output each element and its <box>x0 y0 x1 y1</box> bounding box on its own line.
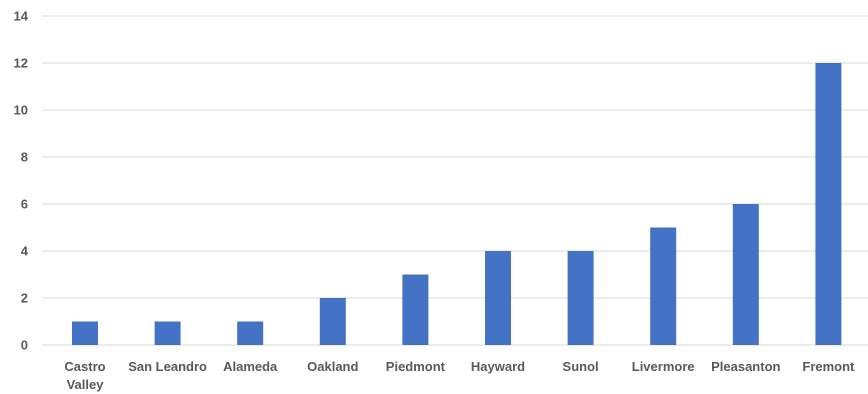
y-tick-label: 4 <box>21 244 29 259</box>
bar-fremont <box>815 63 842 345</box>
bar-oakland <box>319 298 346 345</box>
gridlines <box>42 15 868 346</box>
y-tick-label: 10 <box>14 103 28 118</box>
x-category-label: Piedmont <box>386 359 446 374</box>
x-category-label-line: Pleasanton <box>711 359 780 374</box>
y-tick-label: 2 <box>21 291 28 306</box>
bars <box>72 63 842 345</box>
x-category-label-line: Oakland <box>307 359 358 374</box>
x-category-label: Castro Valley <box>64 359 105 392</box>
y-tick-label: 6 <box>21 197 28 212</box>
x-category-label-line: San Leandro <box>128 359 207 374</box>
y-tick-label: 8 <box>21 150 28 165</box>
bar-livermore <box>650 227 677 345</box>
x-category-label: Oakland <box>307 359 358 374</box>
x-category-label-line: Piedmont <box>386 359 446 374</box>
x-category-label-line: Valley <box>67 377 105 392</box>
x-category-label-line: Livermore <box>632 359 695 374</box>
x-category-label-line: Fremont <box>802 359 855 374</box>
bar-hayward <box>485 251 511 345</box>
x-category-label: Pleasanton <box>711 359 780 374</box>
y-axis-tick-labels: 0 2 4 6 8 10 12 14 <box>14 9 29 353</box>
x-category-label-line: Sunol <box>563 359 599 374</box>
x-category-label-line: Alameda <box>223 359 278 374</box>
x-category-label: Alameda <box>223 359 278 374</box>
bar-castro-valley <box>72 321 98 345</box>
y-tick-label: 14 <box>14 9 29 24</box>
x-category-label: San Leandro <box>128 359 207 374</box>
bar-sunol <box>567 251 594 345</box>
x-axis-category-labels: Castro Valley San Leandro Alameda Oakland Pie… <box>64 359 855 392</box>
bar-san-leandro <box>154 321 181 345</box>
y-tick-label: 12 <box>14 56 28 71</box>
x-category-label: Livermore <box>632 359 695 374</box>
x-category-label: Fremont <box>802 359 855 374</box>
bar-pleasanton <box>732 204 759 345</box>
bar-piedmont <box>402 274 429 345</box>
x-category-label-line: Castro <box>64 359 105 374</box>
x-category-label-line: Hayward <box>471 359 525 374</box>
x-category-label: Hayward <box>471 359 525 374</box>
bar-alameda <box>237 321 264 345</box>
y-tick-label: 0 <box>21 338 28 353</box>
x-category-label: Sunol <box>563 359 599 374</box>
